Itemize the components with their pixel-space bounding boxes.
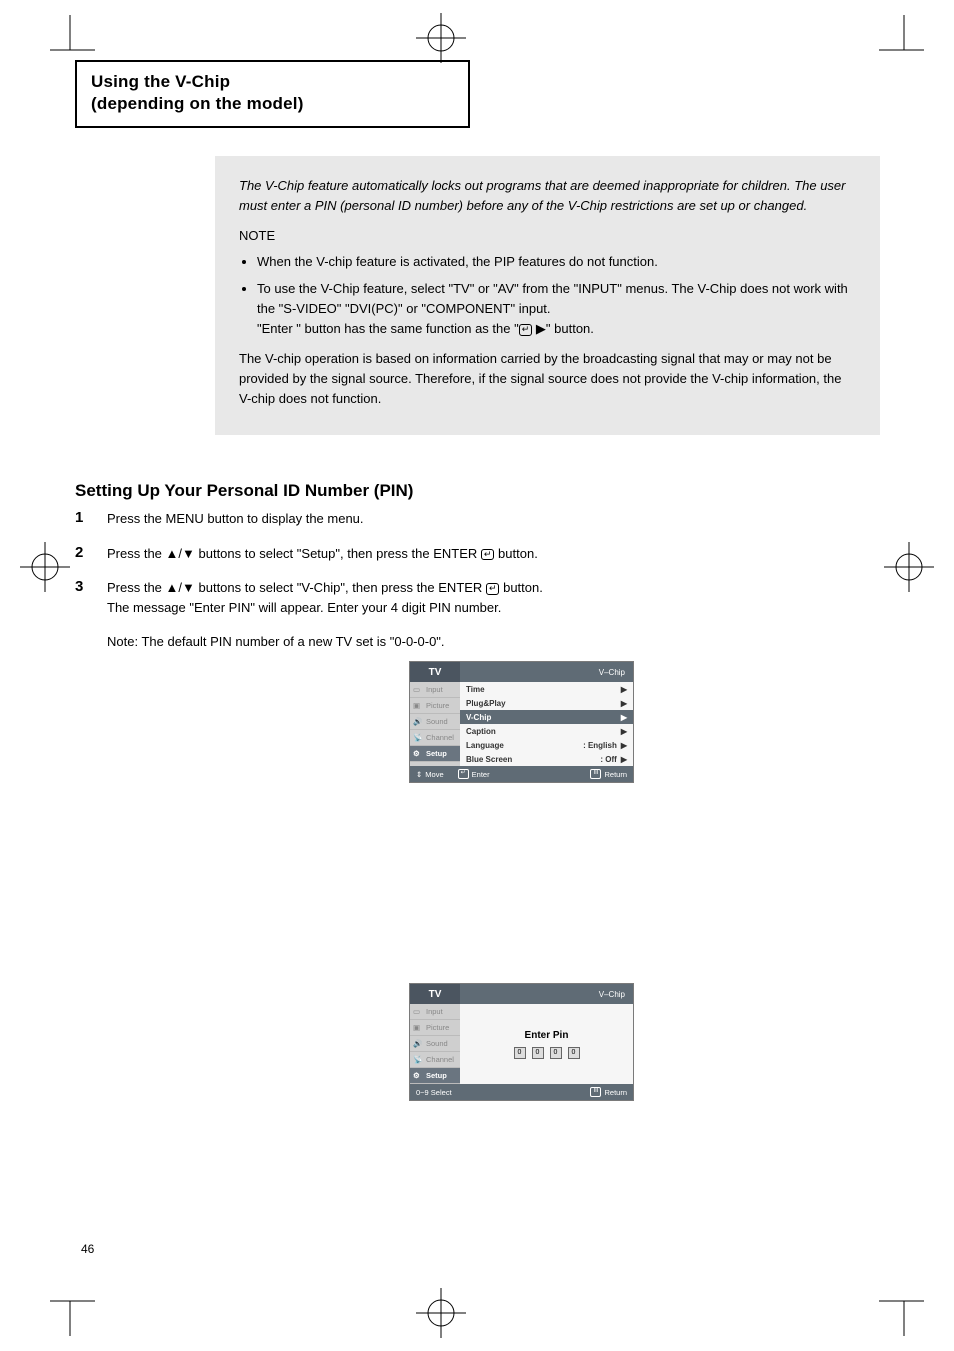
section-title: Setting Up Your Personal ID Number (PIN) xyxy=(75,481,879,501)
osd2-cat-sound[interactable]: 🔊Sound xyxy=(410,1036,460,1052)
osd2-cat-input[interactable]: ▭Input xyxy=(410,1004,460,1020)
title-line2: (depending on the model) xyxy=(91,94,454,114)
step-1: 1 Press the MENU button to display the m… xyxy=(75,509,635,529)
enter-icon: ↵ xyxy=(486,583,500,595)
osd-menu-pin: TV V–Chip ▭Input ▣Picture 🔊Sound 📡Channe… xyxy=(409,983,634,1101)
osd-sidebar: ▭Input ▣Picture 🔊Sound 📡Channel ⚙Setup xyxy=(410,682,460,766)
title-line1: Using the V-Chip xyxy=(91,72,454,92)
osd-ftr-move: ⇕Move xyxy=(416,770,444,779)
osd2-main: Enter Pin 0 0 0 0 xyxy=(460,1004,633,1084)
page-content: Using the V-Chip (depending on the model… xyxy=(75,60,879,1260)
step-note: Note: The default PIN number of a new TV… xyxy=(75,632,635,652)
osd-row-caption[interactable]: Caption▶ xyxy=(460,724,633,738)
crop-mark-bl xyxy=(50,1276,110,1336)
intro-block: The V-Chip feature automatically locks o… xyxy=(215,156,880,435)
osd-main: Time▶ Plug&Play▶ V-Chip▶ Caption▶ Langua… xyxy=(460,682,633,766)
pin-title: Enter Pin xyxy=(525,1030,569,1041)
osd2-footer: 0~9 Select IIIReturn xyxy=(410,1084,633,1100)
pin-box-1[interactable]: 0 xyxy=(514,1047,526,1059)
osd2-ftr-select: 0~9 Select xyxy=(416,1088,452,1097)
enter-icon: ↵ xyxy=(519,324,533,336)
note-label: NOTE xyxy=(239,226,856,246)
osd2-cat-setup[interactable]: ⚙Setup xyxy=(410,1068,460,1084)
osd-cat-input[interactable]: ▭Input xyxy=(410,682,460,698)
osd2-breadcrumb: V–Chip xyxy=(460,984,633,1004)
intro-paragraph: The V-Chip feature automatically locks o… xyxy=(239,176,856,216)
step-2: 2 Press the ▲/▼ buttons to select "Setup… xyxy=(75,544,635,564)
step-3: 3 Press the ▲/▼ buttons to select "V-Chi… xyxy=(75,578,635,618)
enter-icon: ↵ xyxy=(481,549,495,561)
osd-row-bluescreen[interactable]: Blue Screen: Off▶ xyxy=(460,752,633,766)
note-list: When the V-chip feature is activated, th… xyxy=(257,252,856,339)
note-bullet-2: To use the V-Chip feature, select "TV" o… xyxy=(257,279,856,339)
osd-tv-label: TV xyxy=(410,662,460,682)
crop-mark-br xyxy=(864,1276,924,1336)
steps: 1 Press the MENU button to display the m… xyxy=(75,509,635,652)
observation: The V-chip operation is based on informa… xyxy=(239,349,856,409)
crop-mark-ml xyxy=(15,537,75,597)
osd-row-plugplay[interactable]: Plug&Play▶ xyxy=(460,696,633,710)
osd-row-language[interactable]: Language: English▶ xyxy=(460,738,633,752)
osd2-sidebar: ▭Input ▣Picture 🔊Sound 📡Channel ⚙Setup xyxy=(410,1004,460,1084)
osd-cat-channel[interactable]: 📡Channel xyxy=(410,730,460,746)
osd2-ftr-return: IIIReturn xyxy=(590,1087,627,1096)
osd-header: TV V–Chip xyxy=(410,662,633,682)
osd-cat-sound[interactable]: 🔊Sound xyxy=(410,714,460,730)
pin-box-3[interactable]: 0 xyxy=(550,1047,562,1059)
osd2-cat-channel[interactable]: 📡Channel xyxy=(410,1052,460,1068)
osd-ftr-enter: ↵Enter xyxy=(458,769,490,778)
osd-row-vchip[interactable]: V-Chip▶ xyxy=(460,710,633,724)
crop-mark-mr xyxy=(879,537,939,597)
osd2-tv-label: TV xyxy=(410,984,460,1004)
page-number: 46 xyxy=(81,1242,94,1256)
osd-breadcrumb: V–Chip xyxy=(460,662,633,682)
osd-ftr-return: IIIReturn xyxy=(590,769,627,778)
osd2-header: TV V–Chip xyxy=(410,984,633,1004)
crop-mark-bc xyxy=(411,1283,471,1343)
crop-mark-tc xyxy=(411,8,471,68)
osd-cat-setup[interactable]: ⚙Setup xyxy=(410,746,460,762)
osd2-cat-picture[interactable]: ▣Picture xyxy=(410,1020,460,1036)
osd-footer: ⇕Move ↵Enter IIIReturn xyxy=(410,766,633,782)
pin-box-2[interactable]: 0 xyxy=(532,1047,544,1059)
title-box: Using the V-Chip (depending on the model… xyxy=(75,60,470,128)
note-bullet-1: When the V-chip feature is activated, th… xyxy=(257,252,856,272)
osd-cat-picture[interactable]: ▣Picture xyxy=(410,698,460,714)
pin-boxes: 0 0 0 0 xyxy=(514,1047,580,1059)
osd-menu-setup: TV V–Chip ▭Input ▣Picture 🔊Sound 📡Channe… xyxy=(409,661,634,783)
pin-box-4[interactable]: 0 xyxy=(568,1047,580,1059)
osd-row-time[interactable]: Time▶ xyxy=(460,682,633,696)
